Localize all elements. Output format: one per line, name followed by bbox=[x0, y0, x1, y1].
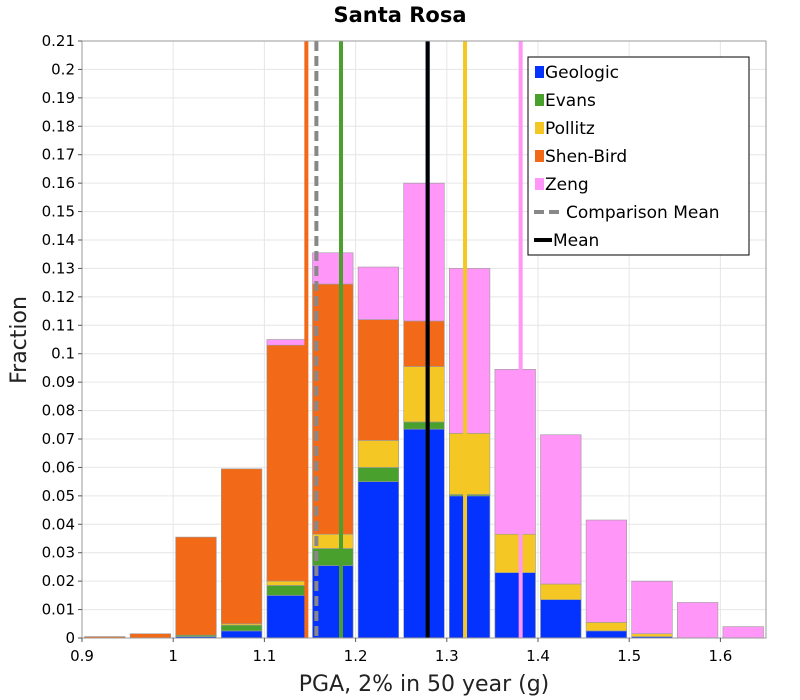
y-tick-label: 0.17 bbox=[42, 146, 75, 164]
x-tick-label: 1.6 bbox=[708, 647, 732, 665]
bar-zeng bbox=[312, 252, 354, 285]
y-tick-label: 0.15 bbox=[42, 203, 75, 221]
bar-zeng bbox=[266, 339, 308, 346]
x-tick-label: 1.1 bbox=[252, 647, 276, 665]
y-tick-label: 0.01 bbox=[42, 601, 75, 619]
y-tick-label: 0.09 bbox=[42, 373, 75, 391]
bar-geologic bbox=[357, 481, 400, 639]
y-tick-label: 0.16 bbox=[42, 174, 75, 192]
y-tick-label: 0.06 bbox=[42, 458, 75, 476]
y-axis-label: Fraction bbox=[7, 296, 32, 384]
bar-zeng bbox=[357, 266, 400, 320]
bar-geologic bbox=[403, 428, 445, 639]
y-tick-label: 0.07 bbox=[42, 430, 75, 448]
y-tick-label: 0.04 bbox=[42, 515, 75, 533]
bar-zeng bbox=[722, 626, 764, 639]
x-tick-label: 1.3 bbox=[435, 647, 459, 665]
legend-label-pollitz: Pollitz bbox=[545, 119, 595, 139]
chart-title: Santa Rosa bbox=[333, 3, 466, 27]
y-tick-label: 0.12 bbox=[42, 288, 75, 306]
bar-zeng bbox=[676, 602, 719, 639]
bar-shen-bird bbox=[129, 633, 172, 639]
x-tick-label: 1.5 bbox=[617, 647, 641, 665]
bar-shen-bird bbox=[175, 536, 217, 636]
legend-swatch-geologic bbox=[535, 66, 544, 78]
bar-geologic bbox=[540, 599, 582, 639]
legend-box bbox=[527, 56, 750, 256]
bar-zeng bbox=[631, 580, 673, 635]
bar-pollitz bbox=[357, 440, 400, 468]
bar-pollitz bbox=[540, 583, 582, 600]
bar-evans bbox=[312, 548, 354, 566]
bar-pollitz bbox=[631, 633, 673, 637]
y-tick-label: 0.19 bbox=[42, 89, 75, 107]
histogram-bars bbox=[84, 182, 764, 639]
bar-geologic bbox=[266, 595, 308, 639]
bar-shen-bird bbox=[312, 283, 354, 535]
bar-shen-bird bbox=[403, 320, 445, 367]
legend-swatch-evans bbox=[535, 94, 544, 106]
y-tick-label: 0.03 bbox=[42, 544, 75, 562]
legend-label-geologic: Geologic bbox=[545, 63, 619, 83]
bar-pollitz bbox=[448, 433, 491, 495]
y-tick-label: 0.14 bbox=[42, 231, 75, 249]
y-tick-label: 0.02 bbox=[42, 572, 75, 590]
x-tick-label: 1 bbox=[168, 647, 178, 665]
x-axis-label: PGA, 2% in 50 year (g) bbox=[299, 672, 550, 697]
bar-evans bbox=[357, 467, 400, 482]
y-tick-label: 0 bbox=[65, 629, 75, 647]
bar-shen-bird bbox=[221, 468, 263, 625]
legend: Geologic Evans Pollitz Shen-Bird Zeng Compari… bbox=[527, 56, 750, 256]
legend-label-evans: Evans bbox=[545, 91, 596, 111]
x-tick-label: 1.4 bbox=[526, 647, 550, 665]
bar-zeng bbox=[448, 268, 491, 434]
x-tick-label: 1.2 bbox=[344, 647, 368, 665]
legend-label-mean: Mean bbox=[553, 231, 599, 251]
y-axis-ticks: 0 0.01 0.02 0.03 0.04 0.05 0.06 0.07 0.08 0.09 0.1… bbox=[42, 32, 82, 647]
y-tick-label: 0.08 bbox=[42, 402, 75, 420]
mean-lines bbox=[304, 41, 523, 638]
bar-zeng bbox=[494, 369, 536, 535]
bar-evans bbox=[266, 585, 308, 596]
plot-border bbox=[81, 40, 767, 639]
y-tick-label: 0.18 bbox=[42, 117, 75, 135]
legend-label-zeng: Zeng bbox=[545, 175, 589, 195]
legend-swatch-zeng bbox=[535, 178, 544, 190]
bar-evans bbox=[221, 624, 263, 632]
legend-swatch-shen-bird bbox=[535, 150, 544, 162]
y-tick-label: 0.13 bbox=[42, 259, 75, 277]
bar-zeng bbox=[585, 519, 627, 623]
legend-swatch-pollitz bbox=[535, 122, 544, 134]
bar-geologic bbox=[585, 630, 627, 639]
bar-pollitz bbox=[494, 533, 536, 573]
bar-geologic bbox=[221, 630, 263, 639]
y-tick-label: 0.21 bbox=[42, 32, 75, 50]
x-tick-label: 0.9 bbox=[70, 647, 94, 665]
bar-pollitz bbox=[585, 622, 627, 632]
bar-shen-bird bbox=[357, 319, 400, 441]
x-axis-ticks: 0.9 1 1.1 1.2 1.3 1.4 1.5 1.6 bbox=[70, 638, 732, 665]
bar-pollitz bbox=[312, 533, 354, 549]
bar-evans bbox=[403, 421, 445, 430]
y-tick-label: 0.1 bbox=[51, 345, 75, 363]
legend-label-comparison-mean: Comparison Mean bbox=[566, 203, 720, 223]
bar-zeng bbox=[540, 434, 582, 585]
bar-geologic bbox=[312, 565, 354, 639]
bar-shen-bird bbox=[266, 344, 308, 582]
bar-zeng bbox=[403, 182, 445, 322]
bar-pollitz bbox=[266, 580, 308, 586]
bar-geologic bbox=[448, 495, 491, 639]
y-tick-label: 0.05 bbox=[42, 487, 75, 505]
legend-label-shen-bird: Shen-Bird bbox=[545, 147, 627, 167]
y-tick-label: 0.11 bbox=[42, 316, 75, 334]
y-tick-label: 0.2 bbox=[51, 60, 75, 78]
bar-pollitz bbox=[403, 366, 445, 423]
bar-geologic bbox=[494, 572, 536, 639]
